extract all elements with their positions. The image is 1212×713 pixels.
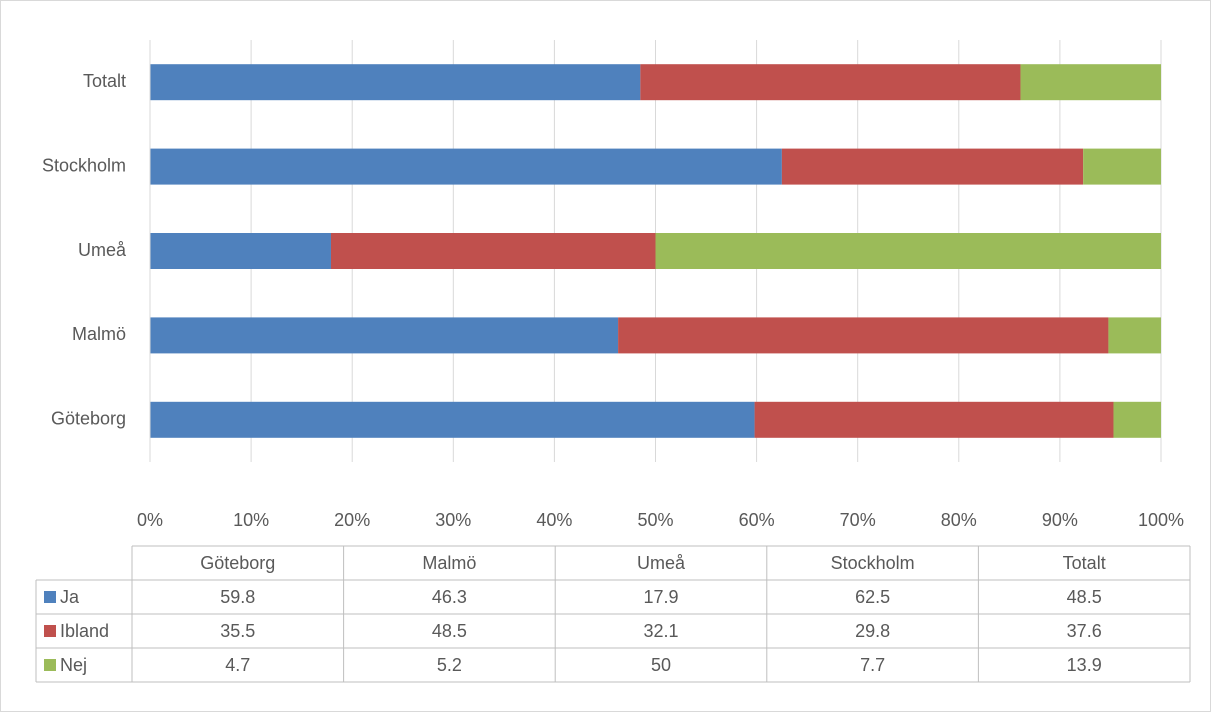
x-tick-label: 90% — [1042, 510, 1078, 530]
y-tick-label: Malmö — [72, 324, 126, 344]
bar-segment — [330, 233, 656, 269]
bar-segment — [1083, 148, 1161, 185]
table-value: 46.3 — [432, 587, 467, 607]
x-tick-label: 60% — [739, 510, 775, 530]
table-value: 48.5 — [432, 621, 467, 641]
table-value: 50 — [651, 655, 671, 675]
table-value: 29.8 — [855, 621, 890, 641]
x-tick-label: 20% — [334, 510, 370, 530]
legend-label: Nej — [60, 655, 87, 675]
bar-segment — [640, 64, 1021, 101]
table-value: 59.8 — [220, 587, 255, 607]
table-header: Malmö — [422, 553, 476, 573]
x-tick-label: 0% — [137, 510, 163, 530]
legend-key — [44, 591, 56, 603]
table-value: 48.5 — [1067, 587, 1102, 607]
bar-segment — [618, 317, 1109, 354]
legend-key — [44, 659, 56, 671]
table-value: 4.7 — [225, 655, 250, 675]
table-value: 13.9 — [1067, 655, 1102, 675]
y-tick-label: Umeå — [78, 240, 127, 260]
bar-segment — [1020, 64, 1161, 101]
x-tick-label: 50% — [637, 510, 673, 530]
x-tick-label: 30% — [435, 510, 471, 530]
x-tick-label: 80% — [941, 510, 977, 530]
table-value: 7.7 — [860, 655, 885, 675]
y-tick-label: Stockholm — [42, 155, 126, 175]
table-value: 62.5 — [855, 587, 890, 607]
table-value: 37.6 — [1067, 621, 1102, 641]
bar-segment — [150, 64, 641, 101]
table-header: Totalt — [1063, 553, 1106, 573]
bar-segment — [1108, 317, 1161, 354]
legend-label: Ja — [60, 587, 80, 607]
table-header: Stockholm — [831, 553, 915, 573]
bar-segment — [150, 317, 619, 354]
x-tick-label: 70% — [840, 510, 876, 530]
table-value: 35.5 — [220, 621, 255, 641]
bar-segment — [655, 233, 1161, 269]
x-tick-label: 40% — [536, 510, 572, 530]
bar-segment — [150, 148, 782, 185]
y-tick-label: Totalt — [83, 71, 126, 91]
bar-segment — [781, 148, 1084, 185]
legend-key — [44, 625, 56, 637]
bar-segment — [150, 401, 755, 438]
table-value: 5.2 — [437, 655, 462, 675]
legend-label: Ibland — [60, 621, 109, 641]
table-value: 32.1 — [643, 621, 678, 641]
table-value: 17.9 — [643, 587, 678, 607]
bar-segment — [1113, 401, 1161, 438]
table-header: Göteborg — [200, 553, 275, 573]
x-tick-label: 10% — [233, 510, 269, 530]
y-tick-label: Göteborg — [51, 409, 126, 429]
bar-segment — [150, 233, 331, 269]
bar-segment — [754, 401, 1114, 438]
table-header: Umeå — [637, 553, 686, 573]
x-tick-label: 100% — [1138, 510, 1184, 530]
